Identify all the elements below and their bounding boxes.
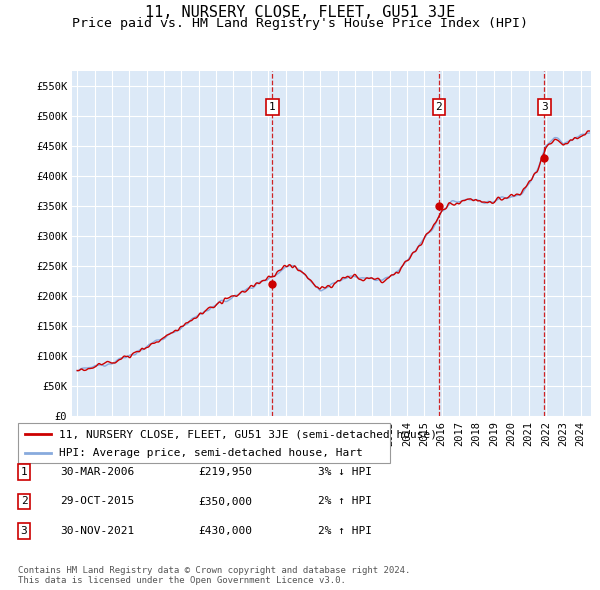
Text: 1: 1 — [20, 467, 28, 477]
Text: 30-MAR-2006: 30-MAR-2006 — [60, 467, 134, 477]
Text: 3: 3 — [541, 102, 548, 112]
Text: 29-OCT-2015: 29-OCT-2015 — [60, 497, 134, 506]
Text: HPI: Average price, semi-detached house, Hart: HPI: Average price, semi-detached house,… — [59, 448, 362, 458]
Text: 2% ↑ HPI: 2% ↑ HPI — [318, 526, 372, 536]
Text: 2: 2 — [20, 497, 28, 506]
Text: 2% ↑ HPI: 2% ↑ HPI — [318, 497, 372, 506]
Text: 11, NURSERY CLOSE, FLEET, GU51 3JE (semi-detached house): 11, NURSERY CLOSE, FLEET, GU51 3JE (semi… — [59, 430, 437, 440]
Text: 2: 2 — [436, 102, 442, 112]
Text: 1: 1 — [269, 102, 276, 112]
Text: Contains HM Land Registry data © Crown copyright and database right 2024.
This d: Contains HM Land Registry data © Crown c… — [18, 566, 410, 585]
FancyBboxPatch shape — [18, 423, 390, 463]
Text: 3: 3 — [20, 526, 28, 536]
Text: Price paid vs. HM Land Registry's House Price Index (HPI): Price paid vs. HM Land Registry's House … — [72, 17, 528, 30]
Text: £350,000: £350,000 — [198, 497, 252, 506]
Text: 11, NURSERY CLOSE, FLEET, GU51 3JE: 11, NURSERY CLOSE, FLEET, GU51 3JE — [145, 5, 455, 19]
Text: 3% ↓ HPI: 3% ↓ HPI — [318, 467, 372, 477]
Text: £430,000: £430,000 — [198, 526, 252, 536]
Text: 30-NOV-2021: 30-NOV-2021 — [60, 526, 134, 536]
Text: £219,950: £219,950 — [198, 467, 252, 477]
